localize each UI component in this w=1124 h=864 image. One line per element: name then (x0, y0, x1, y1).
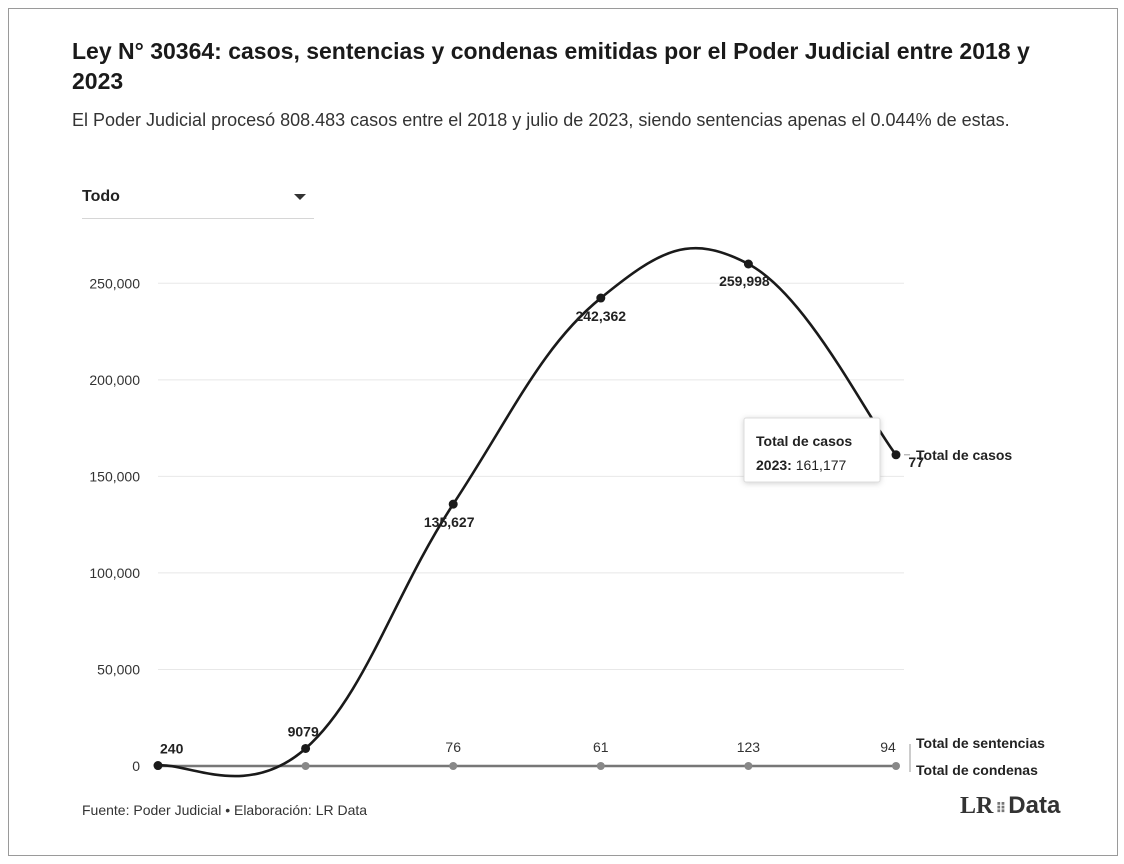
logo-dots-icon: ⠿ (995, 801, 1007, 817)
condenas-point (301, 762, 310, 770)
casos-value-label: 9079 (288, 723, 319, 739)
casos-point (596, 293, 606, 303)
sentencias-value-label: 94 (880, 739, 896, 755)
chevron-down-icon (294, 194, 306, 200)
tooltip-value-line: 2023: 161,177 (756, 457, 847, 473)
sentencias-value-label: 123 (737, 739, 761, 755)
sentencias-series-label: Total de sentencias (916, 735, 1045, 751)
tooltip-series-name: Total de casos (756, 433, 852, 449)
tooltip-year: 2023: (756, 457, 796, 473)
casos-series-label: Total de casos (916, 447, 1012, 463)
logo-lr-text: LR (960, 793, 994, 819)
filter-dropdown[interactable]: Todo (82, 186, 314, 219)
y-tick-label: 200,000 (89, 372, 140, 388)
casos-value-label: 135,627 (424, 514, 475, 530)
logo-data-text: Data (1008, 792, 1061, 819)
y-tick-label: 250,000 (89, 275, 140, 291)
y-tick-label: 50,000 (97, 661, 140, 677)
sentencias-value-label: 76 (445, 739, 461, 755)
casos-point (743, 259, 753, 269)
chart-subtitle: El Poder Judicial procesó 808.483 casos … (72, 110, 1010, 130)
casos-series-line (157, 246, 898, 778)
condenas-series-label: Total de condenas (916, 762, 1038, 778)
tooltip: Total de casos 2023: 161,177 (743, 417, 881, 483)
casos-point (301, 743, 311, 753)
casos-value-label: 259,998 (719, 273, 770, 289)
condenas-point (744, 762, 753, 770)
filter-selected-value: Todo (82, 188, 120, 205)
casos-point (153, 761, 163, 771)
y-tick-label: 0 (132, 758, 140, 774)
tooltip-value: 161,177 (796, 457, 847, 473)
chart-card (8, 8, 1118, 856)
casos-value-label: 242,362 (575, 308, 626, 324)
condenas-point (449, 762, 458, 770)
casos-point (448, 499, 458, 509)
casos-value-label: 77 (908, 454, 924, 470)
sentencias-value-label: 61 (593, 739, 609, 755)
condenas-point (596, 762, 605, 770)
casos-point (891, 450, 901, 460)
tooltip-box (743, 417, 881, 483)
casos-value-label: 240 (160, 741, 184, 757)
chart-title: Ley N° 30364: casos, sentencias y conden… (72, 38, 1030, 94)
lr-data-logo: LR ⠿Data (960, 792, 1060, 820)
y-tick-label: 100,000 (89, 565, 140, 581)
y-tick-label: 150,000 (89, 468, 140, 484)
source-note: Fuente: Poder Judicial • Elaboración: LR… (82, 802, 368, 818)
condenas-point (892, 762, 900, 770)
